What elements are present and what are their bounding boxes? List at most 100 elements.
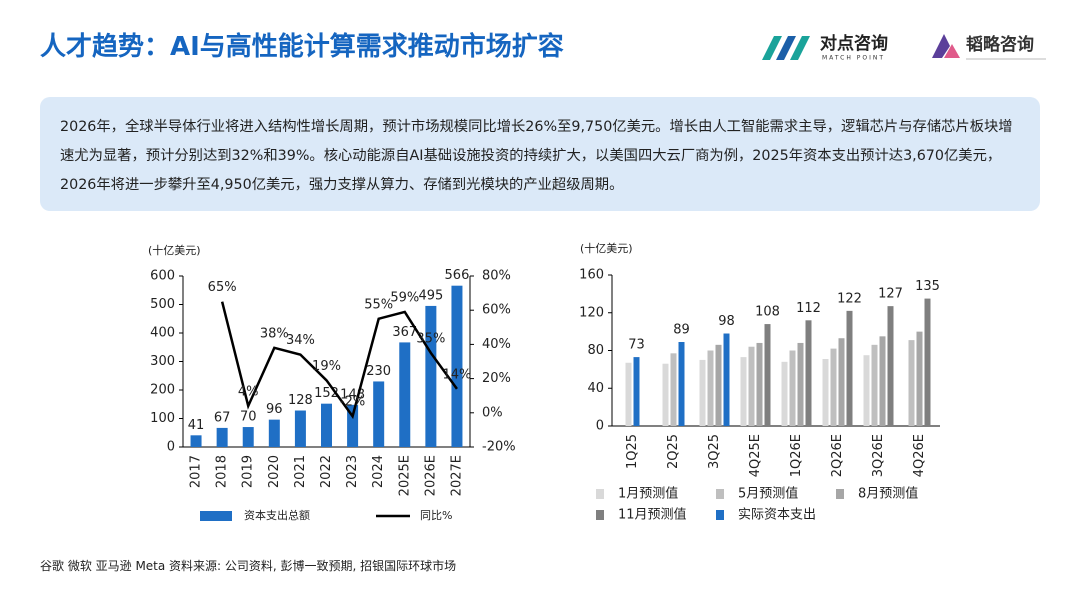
bar bbox=[425, 305, 437, 447]
logo-mark: 对点咨询 MATCH POINT bbox=[762, 33, 888, 62]
line-value-label: -2% bbox=[340, 395, 365, 410]
x-tick-label: 2027E bbox=[449, 455, 464, 496]
bar bbox=[805, 320, 812, 426]
y2-tick-label: 80% bbox=[482, 269, 511, 284]
bar-value-label: 495 bbox=[418, 288, 443, 303]
y-tick-label: 160 bbox=[579, 268, 604, 283]
line-value-label: 55% bbox=[364, 297, 393, 312]
bar bbox=[764, 324, 771, 426]
bar-value-label: 128 bbox=[288, 393, 313, 408]
legend-swatch bbox=[200, 511, 232, 521]
logo-mark: 韬略咨询 bbox=[932, 34, 1046, 60]
line-value-label: 65% bbox=[208, 280, 237, 295]
x-tick-label: 1Q25 bbox=[625, 434, 640, 469]
x-tick-label: 2018 bbox=[215, 455, 230, 488]
footer-source: 谷歌 微软 亚马逊 Meta 资料来源: 公司资料, 彭博一致预期, 招银国际环… bbox=[40, 559, 457, 573]
bar bbox=[887, 306, 894, 426]
y2-tick-label: -20% bbox=[482, 440, 516, 455]
bar-value-label: 89 bbox=[673, 323, 690, 338]
bar bbox=[781, 361, 788, 426]
summary-box: 2026年，全球半导体行业将进入结构性增长周期，预计市场规模同比增长26%至9,… bbox=[40, 97, 1040, 211]
bar-value-label: 70 bbox=[240, 410, 257, 425]
x-tick-label: 2Q25 bbox=[666, 434, 681, 469]
legend-label: 1月预测值 bbox=[618, 486, 678, 502]
bar bbox=[822, 358, 829, 426]
bar bbox=[715, 344, 722, 426]
logo-taolue: 韬略咨询 bbox=[930, 32, 1050, 66]
bar bbox=[190, 435, 202, 447]
line-value-label: 34% bbox=[286, 333, 315, 348]
y-tick-label: 600 bbox=[150, 269, 175, 284]
y-tick-label: 200 bbox=[150, 383, 175, 398]
bar bbox=[699, 359, 706, 426]
bar-value-label: 230 bbox=[366, 364, 391, 379]
legend-swatch bbox=[836, 489, 844, 499]
bar bbox=[294, 410, 306, 447]
logo-matchpoint: 对点咨询 MATCH POINT bbox=[762, 32, 912, 66]
bar-value-label: 367 bbox=[392, 325, 417, 340]
x-tick-label: 4Q25E bbox=[748, 434, 763, 477]
bar bbox=[625, 362, 632, 426]
bar bbox=[846, 310, 853, 426]
y-tick-label: 80 bbox=[587, 343, 604, 358]
bar bbox=[451, 285, 463, 447]
y-tick-label: 400 bbox=[150, 326, 175, 341]
bar bbox=[830, 348, 837, 426]
bar bbox=[908, 340, 915, 426]
legend-label: 8月预测值 bbox=[858, 486, 918, 502]
y2-tick-label: 40% bbox=[482, 337, 511, 352]
y2-tick-label: 0% bbox=[482, 405, 503, 420]
y2-tick-label: 20% bbox=[482, 371, 511, 386]
line-value-label: 38% bbox=[260, 326, 289, 341]
bar bbox=[879, 336, 886, 426]
bar-value-label: 96 bbox=[266, 402, 283, 417]
bar-value-label: 98 bbox=[718, 314, 735, 329]
bar bbox=[789, 350, 796, 426]
bar bbox=[678, 342, 685, 426]
bar bbox=[863, 355, 870, 426]
x-tick-label: 3Q26E bbox=[871, 434, 886, 477]
bar bbox=[871, 344, 878, 426]
logo-text: 对点咨询 bbox=[820, 33, 888, 54]
x-tick-label: 2026E bbox=[423, 455, 438, 496]
bar-value-label: 127 bbox=[878, 287, 903, 302]
x-tick-label: 4Q26E bbox=[912, 434, 927, 477]
legend-label: 实际资本支出 bbox=[738, 508, 816, 523]
bar bbox=[723, 333, 730, 426]
logo-text: 韬略咨询 bbox=[966, 34, 1034, 55]
bar bbox=[373, 381, 385, 447]
bar bbox=[670, 353, 677, 426]
bar bbox=[797, 342, 804, 426]
bar bbox=[633, 357, 640, 426]
bar-value-label: 135 bbox=[915, 279, 940, 294]
line-value-label: 35% bbox=[416, 331, 445, 346]
x-tick-label: 1Q26E bbox=[789, 434, 804, 477]
line-value-label: 59% bbox=[390, 290, 419, 305]
unit-label: (十亿美元) bbox=[580, 241, 633, 255]
bar-value-label: 73 bbox=[628, 338, 645, 353]
x-tick-label: 2Q26E bbox=[830, 434, 845, 477]
x-tick-label: 2019 bbox=[241, 455, 256, 488]
logo-subtext: MATCH POINT bbox=[822, 55, 885, 62]
bar bbox=[756, 342, 763, 426]
x-tick-label: 3Q25 bbox=[707, 434, 722, 469]
line-value-label: 4% bbox=[238, 384, 259, 399]
bar bbox=[916, 331, 923, 426]
legend-swatch bbox=[716, 510, 724, 520]
x-tick-label: 2017 bbox=[189, 455, 204, 488]
x-tick-label: 2025E bbox=[397, 455, 412, 496]
bar bbox=[924, 298, 931, 426]
bar bbox=[740, 357, 747, 426]
x-tick-label: 2024 bbox=[371, 455, 386, 488]
legend-label: 11月预测值 bbox=[618, 507, 687, 523]
y-tick-label: 300 bbox=[150, 354, 175, 369]
legend-label: 5月预测值 bbox=[738, 486, 798, 502]
y-tick-label: 0 bbox=[596, 419, 604, 434]
legend-label: 同比% bbox=[420, 509, 452, 522]
bar bbox=[216, 427, 228, 447]
bar bbox=[242, 427, 254, 447]
legend-swatch bbox=[596, 510, 604, 520]
legend-swatch bbox=[716, 489, 724, 499]
